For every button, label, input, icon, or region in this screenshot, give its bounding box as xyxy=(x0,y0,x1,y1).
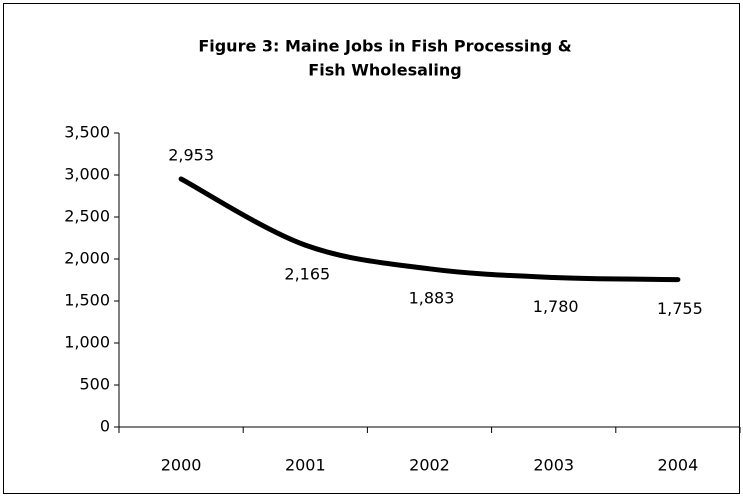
y-tick-label: 2,500 xyxy=(64,207,110,226)
y-tick-label: 0 xyxy=(100,417,110,436)
y-tick-label: 3,000 xyxy=(64,165,110,184)
data-label: 1,780 xyxy=(533,297,579,316)
x-tick-label: 2003 xyxy=(533,456,574,475)
y-tick-label: 1,000 xyxy=(64,333,110,352)
y-tick-label: 500 xyxy=(79,375,110,394)
y-tick-label: 1,500 xyxy=(64,291,110,310)
chart-title: Fish Wholesaling xyxy=(308,61,461,80)
x-tick-label: 2000 xyxy=(161,456,202,475)
x-tick-label: 2001 xyxy=(285,456,326,475)
y-tick-label: 3,500 xyxy=(64,123,110,142)
data-label: 1,883 xyxy=(409,288,455,307)
data-line xyxy=(178,176,681,283)
chart-title: Figure 3: Maine Jobs in Fish Processing … xyxy=(198,37,571,56)
x-tick-label: 2004 xyxy=(658,456,699,475)
y-tick-label: 2,000 xyxy=(64,249,110,268)
data-label: 1,755 xyxy=(657,299,703,318)
chart-border xyxy=(3,3,740,494)
data-label: 2,165 xyxy=(284,265,330,284)
x-tick-label: 2002 xyxy=(409,456,450,475)
data-label: 2,953 xyxy=(168,145,214,164)
